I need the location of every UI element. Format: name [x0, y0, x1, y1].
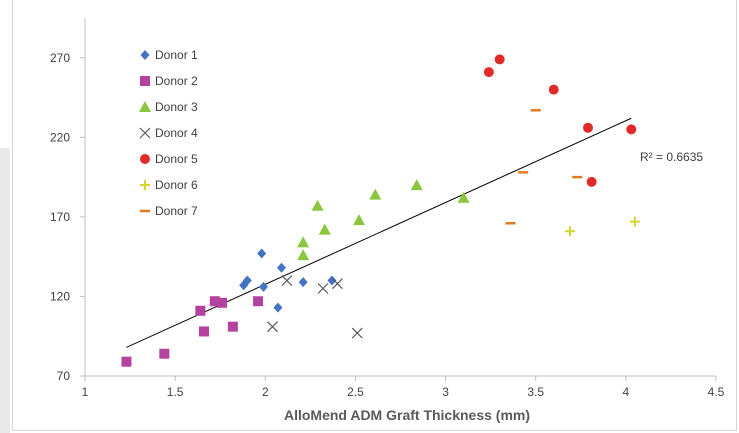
donor-3-point	[369, 188, 382, 200]
donor-4-legend-marker	[139, 127, 151, 139]
donor-1-point	[242, 275, 252, 286]
x-tick-label: 1	[82, 385, 89, 399]
donor-2-point	[227, 321, 238, 332]
donor-5-legend-marker	[140, 154, 150, 164]
x-tick-label: 4.5	[708, 385, 725, 399]
donor-1-point	[327, 275, 337, 286]
donor-2-point	[195, 305, 206, 316]
legend: Donor 1 Donor 2 Donor 3 Donor 4 Donor 5 Donor…	[139, 48, 198, 218]
donor-2-point	[217, 297, 228, 308]
donor-5-point	[586, 176, 597, 187]
y-tick-label: 170	[50, 210, 70, 224]
donor-2-point	[159, 348, 170, 359]
donor-2-legend-marker	[140, 76, 150, 86]
donor-2-legend-label: Donor 2	[155, 74, 198, 88]
donor-5-point	[548, 84, 559, 95]
x-tick-label: 3	[442, 385, 449, 399]
donor-3-point	[457, 191, 470, 203]
donor-5-point	[582, 122, 593, 133]
x-tick-label: 2.5	[347, 385, 364, 399]
donor-7-legend-label: Donor 7	[155, 204, 198, 218]
donor-1-legend-marker	[140, 50, 150, 60]
donor-3-point	[318, 223, 331, 235]
chart-frame	[12, 0, 737, 431]
y-tick-label: 120	[50, 289, 70, 303]
donor-3-legend-marker	[139, 101, 151, 112]
trendline	[126, 117, 632, 348]
x-tick-label: 3.5	[527, 385, 544, 399]
donor-4-point	[331, 278, 343, 290]
donor-5-point	[626, 124, 637, 135]
x-axis-label: AlloMend ADM Graft Thickness (mm)	[284, 407, 530, 423]
side-strip	[0, 148, 10, 433]
donor-3-legend-label: Donor 3	[155, 100, 198, 114]
donor-4-point	[317, 283, 329, 294]
donor-5-point	[483, 67, 494, 78]
donor-5-legend-label: Donor 5	[155, 152, 198, 166]
donor-3-point	[353, 214, 366, 226]
donor-2-point	[198, 326, 209, 337]
trendline-group	[126, 117, 632, 348]
donor-3-point	[311, 199, 324, 211]
donor-1-point	[258, 281, 268, 292]
x-tick-label: 1.5	[167, 385, 184, 399]
x-tick-label: 2	[262, 385, 269, 399]
donor-5-point	[494, 54, 505, 65]
donor-2-point	[209, 296, 220, 307]
x-tick-label: 4	[623, 385, 630, 399]
y-tick-label: 270	[50, 51, 70, 65]
donor-1-legend-label: Donor 1	[155, 48, 198, 62]
axes: 1 1.5 2 2.5 3 3.5 4 4.5 70 120 170 220 270	[50, 18, 725, 399]
donor-4-legend-label: Donor 4	[155, 126, 198, 140]
donor-6-point	[564, 226, 575, 237]
donor-6-point	[629, 216, 640, 227]
donor-6-legend-marker	[140, 180, 150, 190]
donor-3-point	[297, 236, 310, 248]
donor-2-point	[121, 356, 132, 367]
donor-2-point	[253, 296, 264, 307]
y-tick-label: 70	[57, 369, 71, 383]
donor-1-point	[273, 302, 283, 313]
donor-3-point	[297, 249, 310, 261]
r-squared-annotation: R² = 0.6635	[640, 150, 703, 164]
donor-1-point	[257, 248, 267, 259]
data-points	[121, 54, 640, 367]
donor-6-legend-label: Donor 6	[155, 178, 198, 192]
donor-4-point	[281, 275, 293, 286]
donor-4-point	[351, 327, 363, 339]
donor-3-point	[410, 179, 423, 191]
donor-1-point	[298, 277, 308, 288]
donor-1-point	[277, 262, 287, 273]
donor-4-point	[267, 321, 278, 333]
y-tick-label: 220	[50, 130, 70, 144]
